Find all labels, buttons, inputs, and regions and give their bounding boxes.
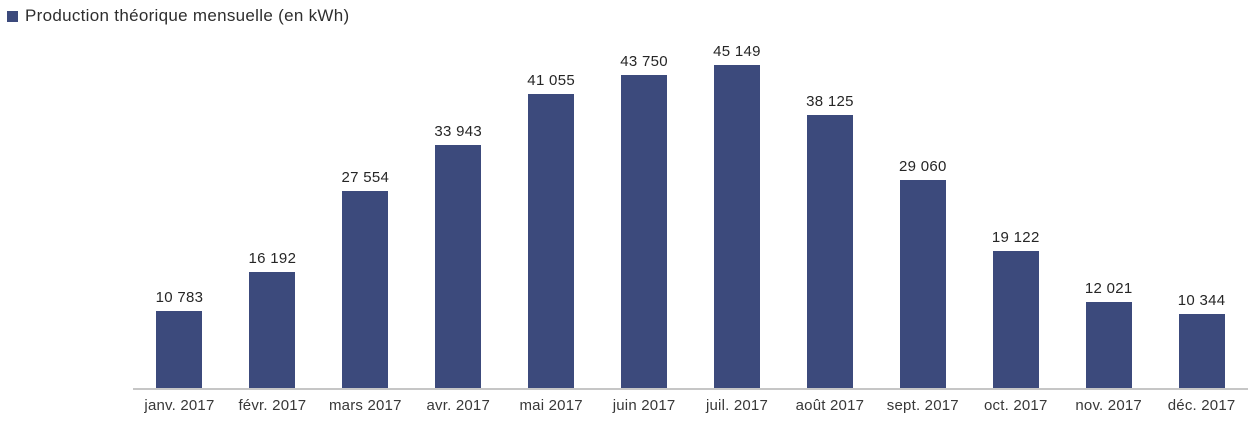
- bar-value-label: 12 021: [1084, 280, 1133, 297]
- x-axis-label: nov. 2017: [1075, 397, 1142, 414]
- bar-column: 45 149: [691, 0, 784, 388]
- bar[interactable]: [899, 180, 946, 388]
- bar-column: 29 060: [876, 0, 969, 388]
- x-axis-label: déc. 2017: [1167, 397, 1236, 414]
- bar[interactable]: [249, 272, 296, 388]
- bar-value-label: 38 125: [806, 93, 854, 111]
- bar-column: 27 554: [319, 0, 412, 388]
- legend-label: Production théorique mensuelle (en kWh): [25, 6, 350, 25]
- bar-column: 38 125: [783, 0, 876, 388]
- x-axis-label: janv. 2017: [144, 397, 215, 414]
- bar-column: 19 122: [969, 0, 1062, 388]
- bar-column: 41 055: [505, 0, 598, 388]
- bar[interactable]: [992, 251, 1039, 388]
- bar-value-label: 43 750: [620, 53, 668, 70]
- bar[interactable]: [435, 145, 482, 388]
- bar[interactable]: [621, 75, 668, 388]
- x-axis-line: [133, 388, 1248, 390]
- bar-column: 33 943: [412, 0, 505, 388]
- x-axis-label: avr. 2017: [426, 397, 490, 414]
- bar-column: 12 021: [1062, 0, 1155, 388]
- bar-column: 10 783: [133, 0, 226, 388]
- bar-chart-plot-area: 10 783 16 192 27 554 33 943 41 055 43 750 45 1…: [133, 0, 1248, 388]
- bar-value-label: 29 060: [898, 158, 947, 176]
- bar[interactable]: [806, 115, 853, 388]
- bar[interactable]: [1178, 314, 1225, 388]
- x-axis-labels: janv. 2017 févr. 2017 mars 2017 avr. 2017 ma…: [133, 397, 1248, 414]
- bar-value-label: 16 192: [248, 250, 297, 268]
- bar-column: 10 344: [1155, 0, 1248, 388]
- bar-value-label: 41 055: [527, 72, 575, 90]
- bar[interactable]: [1085, 302, 1132, 388]
- bar[interactable]: [528, 94, 575, 388]
- legend: Production théorique mensuelle (en kWh): [7, 6, 349, 26]
- x-axis-label: févr. 2017: [238, 397, 307, 414]
- bar-value-label: 45 149: [713, 43, 761, 60]
- bar-column: 43 750: [598, 0, 691, 388]
- x-axis-label: mai 2017: [519, 397, 583, 414]
- legend-marker-icon: [7, 10, 18, 22]
- x-axis-label: mars 2017: [328, 397, 402, 414]
- bar-value-label: 10 344: [1177, 292, 1226, 309]
- x-axis-label: juin 2017: [612, 397, 676, 414]
- bar-value-label: 10 783: [155, 288, 204, 306]
- x-axis-label: sept. 2017: [886, 397, 959, 414]
- bar[interactable]: [713, 65, 760, 388]
- bar-value-label: 19 122: [991, 229, 1040, 247]
- bar-value-label: 27 554: [341, 168, 390, 186]
- bar[interactable]: [342, 190, 389, 388]
- x-axis-label: août 2017: [795, 397, 865, 414]
- bar-value-label: 33 943: [434, 123, 483, 141]
- bar-column: 16 192: [226, 0, 319, 388]
- x-axis-label: juil. 2017: [705, 397, 769, 414]
- bar[interactable]: [156, 310, 203, 388]
- x-axis-label: oct. 2017: [984, 397, 1048, 414]
